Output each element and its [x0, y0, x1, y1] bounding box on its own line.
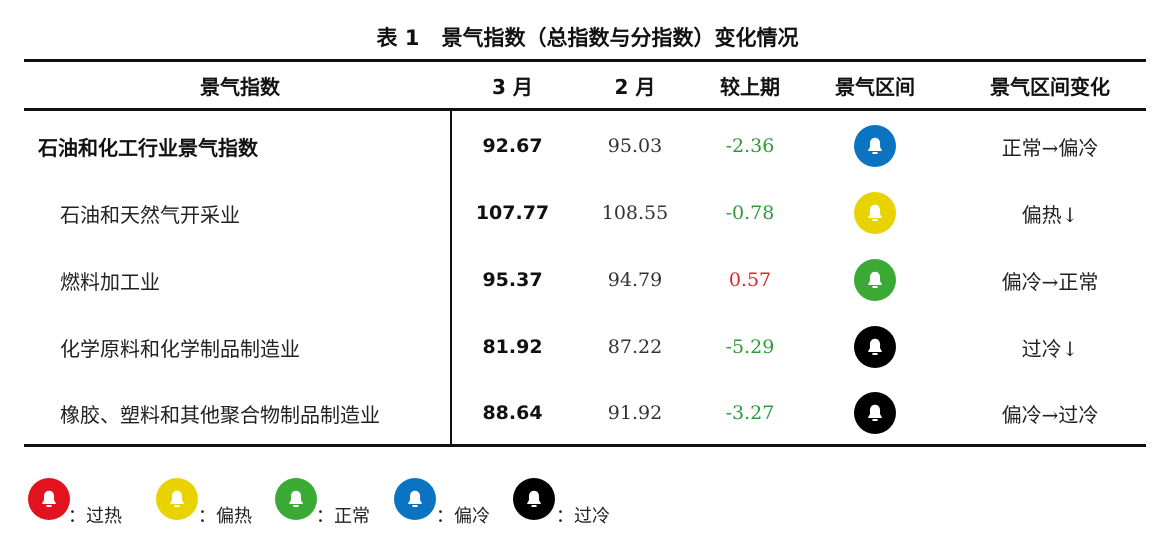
table-caption: 表 1 景气指数（总指数与分指数）变化情况: [0, 22, 1175, 52]
row-zone: [820, 325, 930, 369]
row-diff: 0.57: [728, 269, 772, 291]
row-zone: [820, 124, 930, 168]
row-zone: [820, 191, 930, 235]
header-rule: [24, 108, 1146, 111]
row-feb: 87.22: [607, 336, 663, 358]
legend-label-cold: ：过冷: [556, 506, 610, 527]
row-name: 石油和化工行业景气指数: [38, 135, 258, 160]
row-march: 107.77: [475, 202, 550, 224]
legend-label-overheat: ：过热: [68, 506, 122, 527]
header-march: 3 月: [492, 74, 533, 99]
header-zone: 景气区间: [835, 74, 915, 99]
legend-bell-icon-overheat: [28, 478, 70, 520]
header-feb: 2 月: [614, 74, 656, 99]
row-zone: [820, 258, 930, 302]
caption-title: 景气指数（总指数与分指数）变化情况: [441, 26, 799, 50]
caption-number: 表 1: [376, 26, 420, 50]
legend-bell-icon-warm: [156, 478, 198, 520]
bell-icon: [854, 125, 896, 167]
row-march: 81.92: [482, 336, 543, 358]
bell-icon: [854, 192, 896, 234]
row-march: 95.37: [482, 269, 543, 291]
legend-bell-icon-cool: [394, 478, 436, 520]
legend-bell-icon-cold: [513, 478, 555, 520]
row-zone-change: 过冷↓: [1021, 336, 1079, 361]
legend-bell-icon-normal: [275, 478, 317, 520]
bell-icon: [854, 392, 896, 434]
row-name: 化学原料和化学制品制造业: [60, 336, 300, 361]
legend-label-cool: ：偏冷: [436, 506, 490, 527]
column-divider: [450, 110, 452, 446]
row-feb: 108.55: [601, 202, 669, 224]
bell-icon: [854, 326, 896, 368]
row-feb: 91.92: [607, 402, 663, 424]
bell-icon: [854, 259, 896, 301]
row-diff: -2.36: [725, 135, 775, 157]
top-rule: [24, 59, 1146, 62]
row-zone-change: 偏热↓: [1021, 202, 1079, 227]
row-march: 88.64: [482, 402, 543, 424]
header-diff: 较上期: [720, 74, 780, 99]
row-zone-change: 偏冷→正常: [1001, 269, 1099, 294]
row-march: 92.67: [482, 135, 543, 157]
row-diff: -3.27: [725, 402, 775, 424]
bottom-rule: [24, 444, 1146, 447]
row-zone-change: 正常→偏冷: [1001, 135, 1099, 160]
row-name: 橡胶、塑料和其他聚合物制品制造业: [60, 402, 380, 427]
row-zone-change: 偏冷→过冷: [1001, 402, 1099, 427]
legend-label-warm: ：偏热: [198, 506, 252, 527]
row-feb: 94.79: [607, 269, 663, 291]
row-feb: 95.03: [607, 135, 663, 157]
header-zone-change: 景气区间变化: [990, 74, 1110, 99]
legend-label-normal: ：正常: [316, 506, 370, 527]
row-name: 燃料加工业: [60, 269, 160, 294]
row-diff: -0.78: [725, 202, 775, 224]
row-name: 石油和天然气开采业: [60, 202, 240, 227]
row-zone: [820, 391, 930, 435]
header-index: 景气指数: [200, 74, 280, 99]
row-diff: -5.29: [725, 336, 775, 358]
